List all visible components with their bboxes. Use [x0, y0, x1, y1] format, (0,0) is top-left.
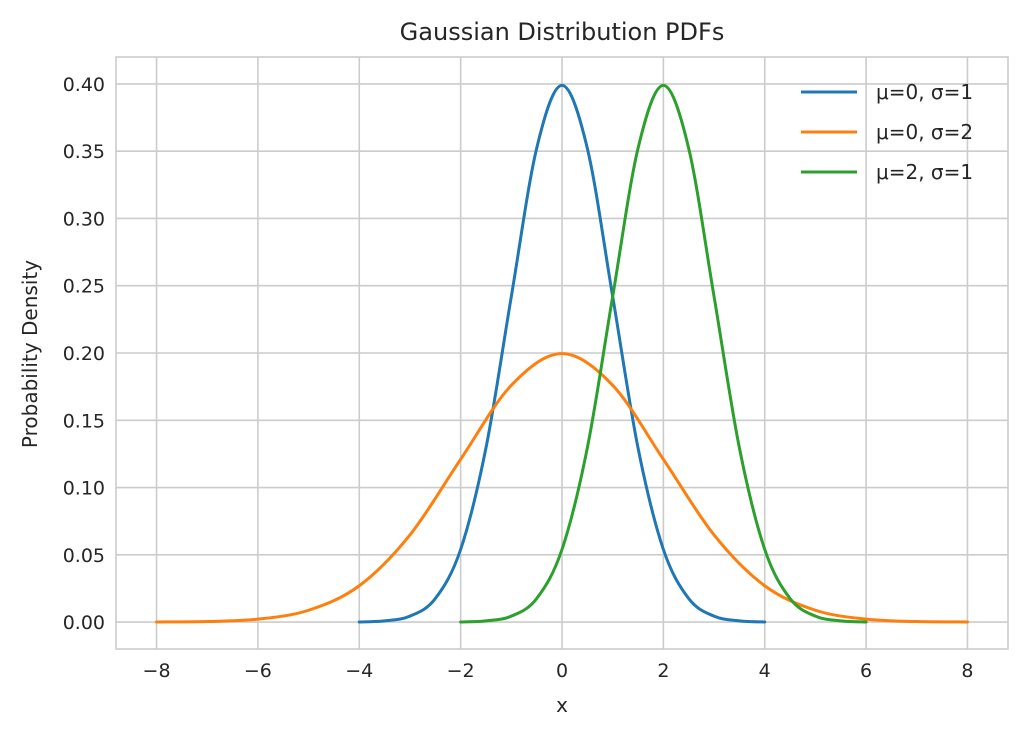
- y-tick-label: 0.15: [63, 410, 105, 432]
- x-tick-label: 2: [657, 660, 669, 682]
- x-tick-label: 4: [759, 660, 771, 682]
- x-tick-label: 0: [556, 660, 568, 682]
- legend: μ=0, σ=1 μ=0, σ=2 μ=2, σ=1: [801, 80, 973, 184]
- x-axis-title: x: [556, 693, 568, 717]
- y-tick-label: 0.35: [63, 141, 105, 163]
- plot-frame: [115, 56, 1009, 650]
- x-tick-label: 6: [860, 660, 872, 682]
- series-line-1: [357, 83, 767, 624]
- series-line-2: [155, 352, 969, 624]
- y-tick-label: 0.30: [63, 208, 105, 230]
- x-tick-label: −8: [143, 660, 171, 682]
- legend-label-3: μ=2, σ=1: [876, 160, 973, 184]
- x-tick-label: −4: [345, 660, 373, 682]
- y-tick-label: 0.25: [63, 276, 105, 298]
- x-axis-ticks: −8 −6 −4 −2 0 2 4 6 8: [143, 660, 974, 682]
- chart-title: Gaussian Distribution PDFs: [400, 18, 725, 46]
- y-tick-label: 0.10: [63, 478, 105, 500]
- y-axis-title: Probability Density: [18, 260, 42, 448]
- legend-label-1: μ=0, σ=1: [876, 80, 973, 104]
- y-tick-label: 0.00: [63, 612, 105, 634]
- series-layer: [155, 83, 969, 624]
- y-tick-label: 0.20: [63, 343, 105, 365]
- series-line-3: [459, 83, 868, 624]
- y-axis-ticks: 0.00 0.05 0.10 0.15 0.20 0.25 0.30 0.35 0.40: [63, 74, 105, 634]
- x-tick-label: 8: [961, 660, 973, 682]
- legend-label-2: μ=0, σ=2: [876, 120, 973, 144]
- x-tick-label: −2: [447, 660, 475, 682]
- x-tick-label: −6: [244, 660, 272, 682]
- y-tick-label: 0.05: [63, 545, 105, 567]
- y-tick-label: 0.40: [63, 74, 105, 96]
